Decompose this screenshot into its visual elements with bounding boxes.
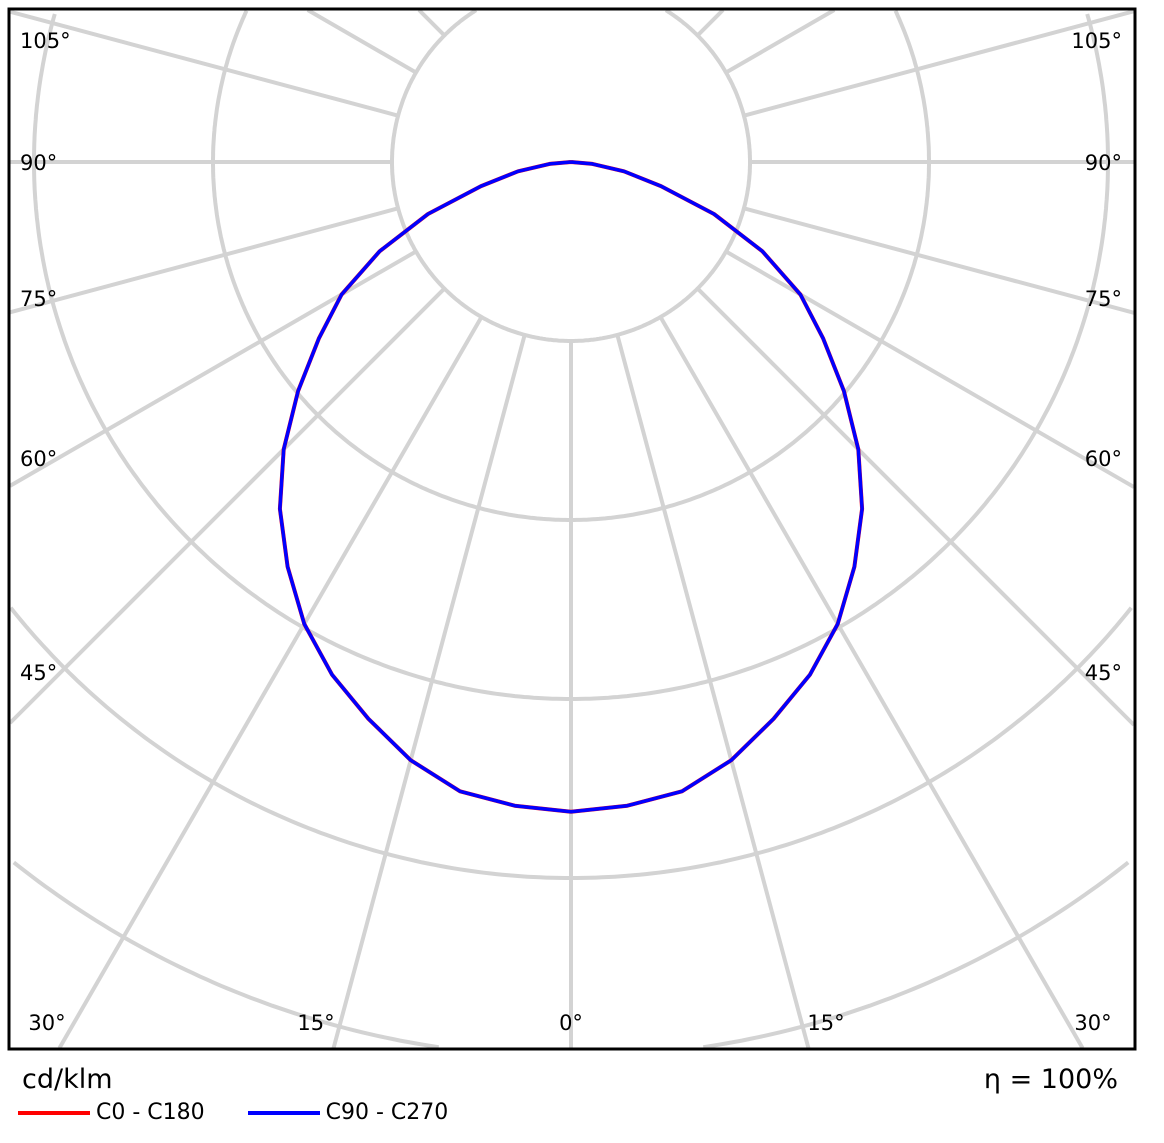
grid-spoke (725, 249, 1135, 489)
grid-spoke (57, 316, 484, 1050)
grid-ring (9, 606, 1133, 880)
polar-grid (8, 8, 1136, 1050)
angle-label: 60° (20, 447, 57, 471)
legend-label: C90 - C270 (325, 1100, 449, 1125)
angle-label: 30° (28, 1011, 65, 1035)
grid-spoke (743, 206, 1135, 315)
angle-label: 105° (1071, 29, 1122, 53)
grid-ring (32, 13, 1110, 701)
left-angle-labels: 105° 90° 75° 60° 45° (20, 29, 71, 685)
legend: C0 - C180 C90 - C270 (18, 1100, 448, 1125)
angle-label: 30° (1074, 1011, 1111, 1035)
grid-ring (390, 8, 752, 343)
legend-item-c90: C90 - C270 (247, 1100, 449, 1125)
grid-spoke (8, 287, 446, 725)
angle-label: 105° (20, 29, 71, 53)
legend-item-c0: C0 - C180 (18, 1100, 212, 1125)
grid-spoke (743, 9, 1135, 118)
angle-label: 75° (1085, 287, 1122, 311)
grid-spoke (615, 334, 811, 1049)
angle-label: 45° (1085, 661, 1122, 685)
efficiency-label: η = 100% (983, 1064, 1118, 1095)
grid-spoke (658, 316, 1085, 1050)
legend-label: C0 - C180 (96, 1100, 205, 1125)
grid-spoke (725, 8, 836, 75)
grid-spoke (9, 249, 417, 488)
angle-label: 90° (1085, 151, 1122, 175)
grid-spoke (9, 206, 399, 315)
grid-spoke (306, 8, 417, 75)
unit-label: cd/klm (22, 1064, 113, 1095)
angle-label: 90° (20, 151, 57, 175)
angle-label: 60° (1085, 447, 1122, 471)
series-curve-c90-c270 (278, 160, 864, 814)
bottom-angle-labels: 30° 15° 0° 15° 30° (28, 1011, 1111, 1035)
angle-label: 45° (20, 661, 57, 685)
grid-spoke (9, 9, 399, 118)
grid-spoke (417, 8, 446, 37)
grid-spoke (696, 8, 725, 37)
angle-label: 0° (559, 1011, 583, 1035)
angle-label: 15° (807, 1011, 844, 1035)
grid-spoke (331, 334, 527, 1049)
grid-ring (211, 9, 931, 522)
legend-swatch (247, 1111, 320, 1115)
angle-label: 15° (297, 1011, 334, 1035)
legend-swatch (18, 1111, 90, 1115)
grid-spoke (696, 287, 1136, 727)
grid-ring (12, 860, 1130, 1050)
right-angle-labels: 105° 90° 75° 60° 45° (1071, 29, 1122, 685)
chart-frame (7, 7, 1137, 1051)
angle-label: 75° (20, 287, 57, 311)
curves (277, 160, 865, 814)
